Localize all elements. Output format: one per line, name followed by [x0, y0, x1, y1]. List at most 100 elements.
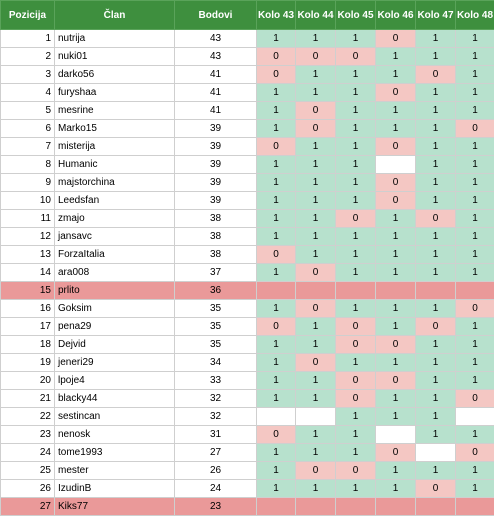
kolo-result-cell: 1 — [296, 228, 336, 246]
kolo-result-cell: 1 — [336, 444, 376, 462]
points-cell: 26 — [175, 462, 257, 480]
kolo-result-cell: 1 — [376, 354, 416, 372]
kolo-result-cell: 1 — [336, 192, 376, 210]
position-cell: 14 — [1, 264, 55, 282]
kolo-result-cell: 1 — [336, 30, 376, 48]
kolo-result-cell: 1 — [416, 228, 456, 246]
kolo-result-cell: 1 — [296, 66, 336, 84]
kolo-result-cell: 1 — [296, 30, 336, 48]
kolo-result-cell: 1 — [456, 318, 494, 336]
kolo-result-cell: 1 — [257, 264, 296, 282]
kolo-result-cell: 1 — [296, 156, 336, 174]
kolo-result-cell: 1 — [296, 426, 336, 444]
member-name-cell: majstorchina — [55, 174, 175, 192]
member-name-cell: mesrine — [55, 102, 175, 120]
kolo-result-cell: 1 — [336, 138, 376, 156]
position-cell: 22 — [1, 408, 55, 426]
header-pozicija: Pozicija — [1, 1, 55, 30]
header-kolo-48: Kolo 48 — [456, 1, 494, 30]
kolo-result-cell: 1 — [456, 138, 494, 156]
points-cell: 41 — [175, 66, 257, 84]
kolo-result-cell: 1 — [257, 372, 296, 390]
kolo-result-cell: 0 — [456, 390, 494, 408]
header-kolo-47: Kolo 47 — [416, 1, 456, 30]
kolo-result-cell: 0 — [296, 264, 336, 282]
member-name-cell: lpoje4 — [55, 372, 175, 390]
header-clan: Član — [55, 1, 175, 30]
member-name-cell: prlito — [55, 282, 175, 300]
kolo-result-cell — [257, 408, 296, 426]
position-cell: 4 — [1, 84, 55, 102]
kolo-result-cell: 1 — [296, 390, 336, 408]
member-name-cell: Kiks77 — [55, 498, 175, 516]
kolo-result-cell: 1 — [416, 192, 456, 210]
kolo-result-cell: 1 — [296, 444, 336, 462]
points-cell: 34 — [175, 354, 257, 372]
kolo-result-cell: 1 — [416, 30, 456, 48]
position-cell: 25 — [1, 462, 55, 480]
kolo-result-cell: 1 — [456, 462, 494, 480]
kolo-result-cell — [257, 282, 296, 300]
kolo-result-cell: 0 — [257, 246, 296, 264]
points-cell: 39 — [175, 120, 257, 138]
position-cell: 21 — [1, 390, 55, 408]
position-cell: 1 — [1, 30, 55, 48]
kolo-result-cell: 0 — [296, 48, 336, 66]
kolo-result-cell: 1 — [456, 372, 494, 390]
kolo-result-cell: 1 — [416, 246, 456, 264]
position-cell: 27 — [1, 498, 55, 516]
kolo-result-cell: 1 — [376, 300, 416, 318]
points-cell: 35 — [175, 336, 257, 354]
header-bodovi: Bodovi — [175, 1, 257, 30]
kolo-result-cell: 1 — [336, 408, 376, 426]
kolo-result-cell: 1 — [336, 156, 376, 174]
kolo-result-cell: 1 — [296, 192, 336, 210]
member-name-cell: misterija — [55, 138, 175, 156]
kolo-result-cell: 1 — [257, 102, 296, 120]
points-cell: 23 — [175, 498, 257, 516]
kolo-result-cell: 1 — [376, 462, 416, 480]
kolo-result-cell: 0 — [296, 462, 336, 480]
member-name-cell: nuki01 — [55, 48, 175, 66]
kolo-result-cell: 1 — [336, 246, 376, 264]
kolo-result-cell — [296, 282, 336, 300]
points-cell: 31 — [175, 426, 257, 444]
kolo-result-cell: 0 — [296, 102, 336, 120]
kolo-result-cell: 1 — [296, 246, 336, 264]
points-cell: 38 — [175, 246, 257, 264]
position-cell: 24 — [1, 444, 55, 462]
kolo-result-cell: 0 — [257, 66, 296, 84]
kolo-result-cell: 1 — [376, 246, 416, 264]
kolo-result-cell: 1 — [416, 174, 456, 192]
kolo-result-cell: 1 — [336, 66, 376, 84]
position-cell: 13 — [1, 246, 55, 264]
kolo-result-cell: 1 — [257, 156, 296, 174]
kolo-result-cell: 0 — [336, 336, 376, 354]
kolo-result-cell — [336, 282, 376, 300]
points-cell: 43 — [175, 30, 257, 48]
position-cell: 6 — [1, 120, 55, 138]
kolo-result-cell: 1 — [456, 156, 494, 174]
kolo-result-cell: 1 — [336, 102, 376, 120]
member-name-cell: Marko15 — [55, 120, 175, 138]
header-kolo-44: Kolo 44 — [296, 1, 336, 30]
kolo-result-cell — [376, 156, 416, 174]
member-name-cell: mester — [55, 462, 175, 480]
header-kolo-46: Kolo 46 — [376, 1, 416, 30]
kolo-result-cell: 0 — [376, 174, 416, 192]
kolo-result-cell: 0 — [376, 84, 416, 102]
kolo-result-cell: 1 — [416, 462, 456, 480]
kolo-result-cell: 0 — [376, 336, 416, 354]
kolo-result-cell: 1 — [416, 372, 456, 390]
member-name-cell: jansavc — [55, 228, 175, 246]
